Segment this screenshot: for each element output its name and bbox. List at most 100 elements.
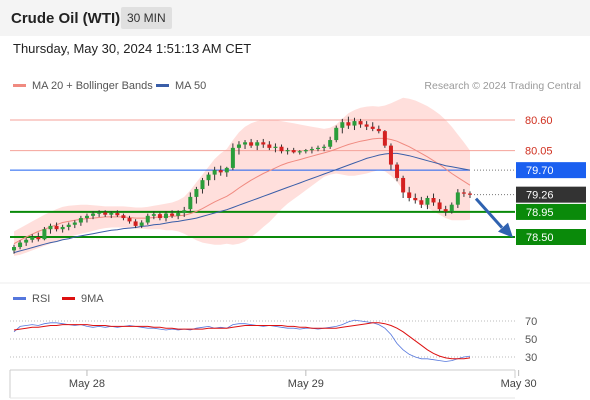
candle-body [407, 192, 412, 198]
candle-body [24, 239, 29, 243]
credit-text: Research © 2024 Trading Central [424, 80, 581, 92]
candle-body [18, 242, 23, 248]
candle-body [230, 147, 235, 168]
rsi-level-label: 50 [525, 334, 537, 346]
instrument-title: Crude Oil (WTI) [11, 10, 121, 27]
candle-body [285, 150, 290, 152]
candle-body [151, 214, 156, 216]
candle-body [206, 174, 211, 181]
candle-body [376, 128, 381, 132]
candle-body [401, 177, 406, 193]
level-box [516, 229, 586, 245]
candle-body [30, 237, 35, 240]
ma9-swatch [62, 296, 75, 300]
candle-body [188, 196, 193, 210]
candle-body [437, 202, 442, 210]
candle-body [340, 122, 345, 128]
rsi-label: RSI [32, 293, 51, 305]
ma50-swatch [156, 83, 169, 87]
ma20-label: MA 20 + Bollinger Bands [32, 80, 153, 92]
x-tick-label: May 28 [69, 378, 105, 390]
candle-body [316, 147, 320, 150]
candle-body [36, 237, 41, 240]
ma50-label: MA 50 [175, 80, 207, 92]
candle-body [78, 218, 83, 223]
candle-body [413, 198, 418, 201]
candle-body [431, 198, 436, 203]
candle-body [273, 146, 278, 148]
x-tick-label: May 30 [501, 378, 537, 390]
candle-body [370, 126, 375, 129]
candle-body [164, 213, 168, 219]
candle-body [115, 213, 120, 216]
forecast-arrow-head [498, 222, 513, 238]
level-label: 80.05 [525, 146, 553, 158]
candle-body [364, 124, 369, 127]
level-label: 79.26 [526, 190, 554, 202]
candle-body [212, 170, 217, 175]
candle-body [334, 127, 339, 141]
candle-body [218, 170, 223, 173]
candle-body [42, 229, 47, 240]
level-label: 79.70 [526, 165, 554, 177]
candle-body [267, 144, 272, 148]
ma50-line [13, 152, 471, 254]
level-label: 80.60 [525, 115, 553, 127]
candle-body [291, 150, 296, 153]
candle-body [133, 221, 138, 226]
candle-body [352, 121, 357, 126]
candle-body [243, 142, 248, 145]
legend-ma9: 9MA [62, 293, 104, 305]
level-label: 78.95 [526, 207, 554, 219]
level-label: 78.50 [526, 232, 554, 244]
candle-body [145, 215, 150, 223]
rsi-swatch [13, 296, 26, 300]
level-box [516, 203, 586, 220]
candle-body [449, 204, 454, 212]
candle-body [255, 142, 260, 146]
forecast-arrow-shaft [474, 197, 504, 229]
legend-rsi: RSI [13, 293, 50, 305]
candle-body [170, 213, 175, 216]
candle-body [60, 226, 65, 230]
candle-body [97, 212, 102, 214]
timestamp: Thursday, May 30, 2024 1:51:13 AM CET [13, 41, 252, 56]
legend-ma50: MA 50 [156, 80, 206, 92]
timeframe-button[interactable]: 30 MIN [121, 7, 172, 29]
candle-body [443, 209, 448, 212]
candle-body [72, 222, 77, 225]
candle-body [358, 121, 363, 125]
candle-body [139, 222, 144, 226]
x-tick-label: May 29 [288, 378, 324, 390]
candle-body [388, 145, 393, 165]
rsi-level-label: 30 [525, 352, 537, 364]
candle-body [48, 225, 53, 230]
chart-header: Crude Oil (WTI) 30 MIN [0, 0, 590, 36]
candle-body [182, 210, 187, 214]
candle-body [346, 122, 351, 126]
candle-body [91, 213, 96, 216]
candle-body [176, 213, 181, 216]
candle-body [322, 146, 327, 148]
rsi-level-label: 70 [525, 316, 537, 328]
candle-body [455, 192, 460, 205]
candle-body [127, 218, 132, 222]
legend-ma20: MA 20 + Bollinger Bands [13, 80, 153, 92]
bollinger-band [14, 97, 470, 256]
candle-body [395, 164, 400, 178]
candle-body [261, 142, 266, 145]
candle-body [121, 215, 126, 219]
level-box [516, 186, 586, 203]
rsi-line [13, 319, 471, 362]
candle-body [109, 213, 114, 215]
candle-body [279, 146, 284, 152]
candle-body [419, 200, 424, 205]
candle-body [297, 151, 302, 153]
candle-body [157, 214, 162, 219]
level-box [516, 162, 586, 179]
candle-body [461, 192, 466, 194]
candle-body [236, 144, 241, 148]
candle-body [66, 224, 71, 227]
rsi-ma9-line [13, 322, 471, 360]
